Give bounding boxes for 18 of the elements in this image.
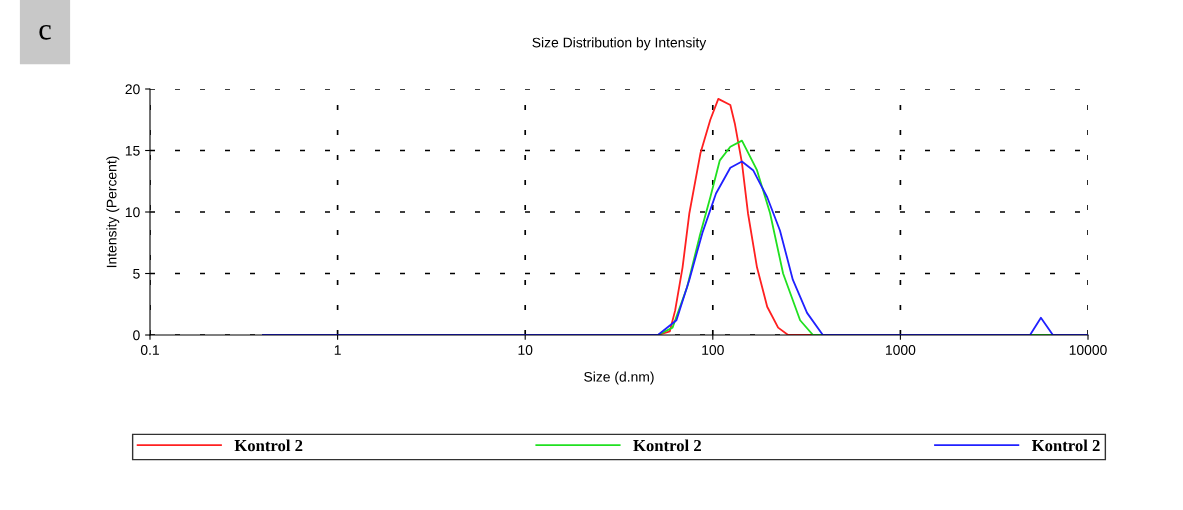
text: c — [39, 24, 51, 40]
y-tick-label: 20 — [125, 84, 140, 95]
y-tick-label: 0 — [133, 330, 140, 341]
legend-label: Kontrol 2 — [633, 439, 701, 452]
x-tick-label: 100 — [702, 345, 724, 355]
x-tick-label: 0.1 — [140, 345, 159, 355]
y-tick-label: 10 — [125, 207, 140, 218]
y-tick-label: 15 — [125, 145, 140, 156]
chart-title: Size Distribution by Intensity — [532, 37, 707, 51]
legend-label: Kontrol 2 — [234, 439, 303, 452]
x-tick-label: 1 — [334, 345, 341, 355]
y-axis-title: Intensity (Percent) — [106, 156, 120, 268]
x-tick-label: 10 — [518, 345, 533, 355]
x-tick-label: 10000 — [1069, 345, 1107, 355]
y-tick-label: 5 — [133, 268, 140, 279]
legend-label: Kontrol 2 — [1031, 439, 1100, 452]
x-axis-title: Size (d.nm) — [584, 371, 654, 385]
x-tick-label: 1000 — [886, 345, 916, 355]
